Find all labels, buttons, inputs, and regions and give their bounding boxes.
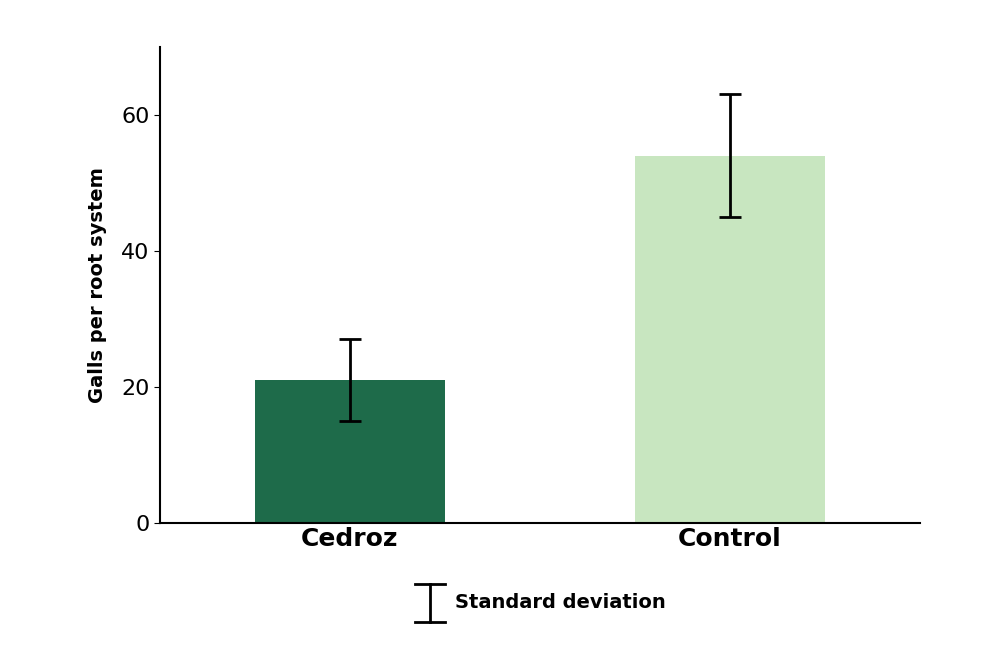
Y-axis label: Galls per root system: Galls per root system (88, 167, 107, 403)
Bar (255, 380, 445, 523)
Bar (635, 155, 825, 523)
Text: Standard deviation: Standard deviation (455, 594, 666, 612)
